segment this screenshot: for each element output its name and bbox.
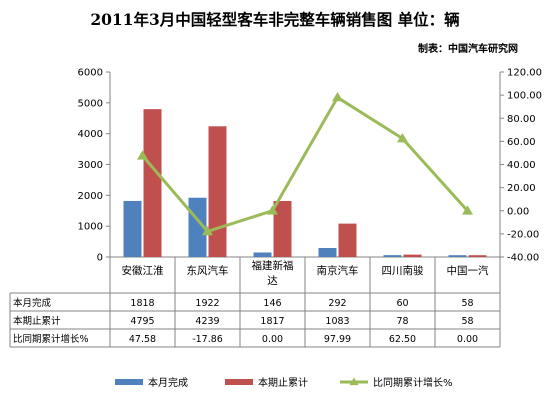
category-label: 四川南骏 [382,264,424,277]
y-left-tick-label: 3000 [78,160,103,171]
y-right-tick-label: 120.00 [507,68,542,79]
y-right-tick-label: 80.00 [507,114,536,125]
chart-title: 2011年3月中国轻型客车非完整车辆销售图 单位：辆 [90,10,460,29]
category-label: 达 [267,275,278,287]
table-cell: 1922 [195,298,219,309]
table-cell: -17.86 [192,334,223,345]
legend: 本月完成 本期止累计 比同期累计增长% [115,376,453,389]
table-cell: 60 [396,298,408,309]
table-cell: 4239 [195,316,219,327]
chart-source: 制表：中国汽车研究网 [418,42,518,55]
table-cell: 62.50 [389,334,416,345]
growth-point-4 [332,91,343,102]
y-right-tick-label: 20.00 [507,183,536,194]
legend-label: 本月完成 [148,376,188,389]
table-cell: 1083 [325,316,349,327]
table-row-header: 比同期累计增长% [13,333,89,345]
table-row-header: 本期止累计 [13,315,61,327]
legend-swatch [225,379,253,385]
y-left-tick-label: 2000 [78,191,103,202]
growth-point-6 [462,205,473,215]
table-row-header: 本月完成 [13,297,52,309]
category-label: 中国一汽 [447,264,489,277]
y-right-tick-label: 0.00 [507,206,529,217]
table-cell: 97.99 [324,334,351,345]
bar-cumulative-6 [468,255,487,257]
y-right-tick-label: 40.00 [507,160,536,171]
table-cell: 58 [461,316,473,327]
bar-monthly-1 [123,200,142,257]
table-cell: 1818 [130,298,154,309]
legend-swatch [115,379,143,385]
growth-line [141,95,469,234]
y-right-tick-label: -20.00 [507,229,539,240]
bar-cumulative-4 [338,223,357,257]
bar-monthly-3 [253,252,272,257]
category-label: 安徽江淮 [122,264,164,277]
legend-marker [349,377,359,386]
category-label: 东风汽车 [187,264,229,277]
table-cell: 58 [461,298,473,309]
plot-area: 0 1000 2000 3000 4000 5000 6000 -40.00 -20.00 0.0… [78,68,542,264]
growth-point-2 [202,225,213,236]
table-cell: 0.00 [457,334,478,345]
y-right-tick-label: 60.00 [507,137,536,148]
table-cell: 47.58 [129,334,156,345]
growth-point-5 [397,132,408,143]
bar-monthly-4 [318,247,337,257]
bar-cumulative-5 [403,254,422,257]
bar-monthly-6 [448,255,467,257]
y-left-tick-label: 4000 [78,129,103,140]
y-right-tick-label: 100.00 [507,91,542,102]
table-cell: 146 [263,298,281,309]
bar-cumulative-1 [143,109,162,257]
bar-cumulative-3 [273,200,292,257]
y-left-tick-label: 5000 [78,98,103,109]
y-left-tick-label: 6000 [78,68,103,79]
bar-monthly-5 [383,255,402,257]
y-left-tick-label: 0 [97,253,103,264]
table-cell: 1817 [260,316,284,327]
category-label: 福建新福 [252,259,294,272]
growth-point-3 [267,205,278,215]
growth-point-1 [137,150,148,160]
bar-cumulative-2 [208,126,227,257]
table-cell: 4795 [130,316,154,327]
table-cell: 292 [328,298,346,309]
table-cell: 0.00 [262,334,283,345]
category-label: 南京汽车 [317,264,359,277]
y-right-tick-label: -40.00 [507,253,539,264]
table-cell: 78 [396,316,408,327]
y-left-tick-label: 1000 [78,222,103,233]
legend-label: 比同期累计增长% [373,376,453,389]
legend-label: 本期止累计 [258,376,308,389]
